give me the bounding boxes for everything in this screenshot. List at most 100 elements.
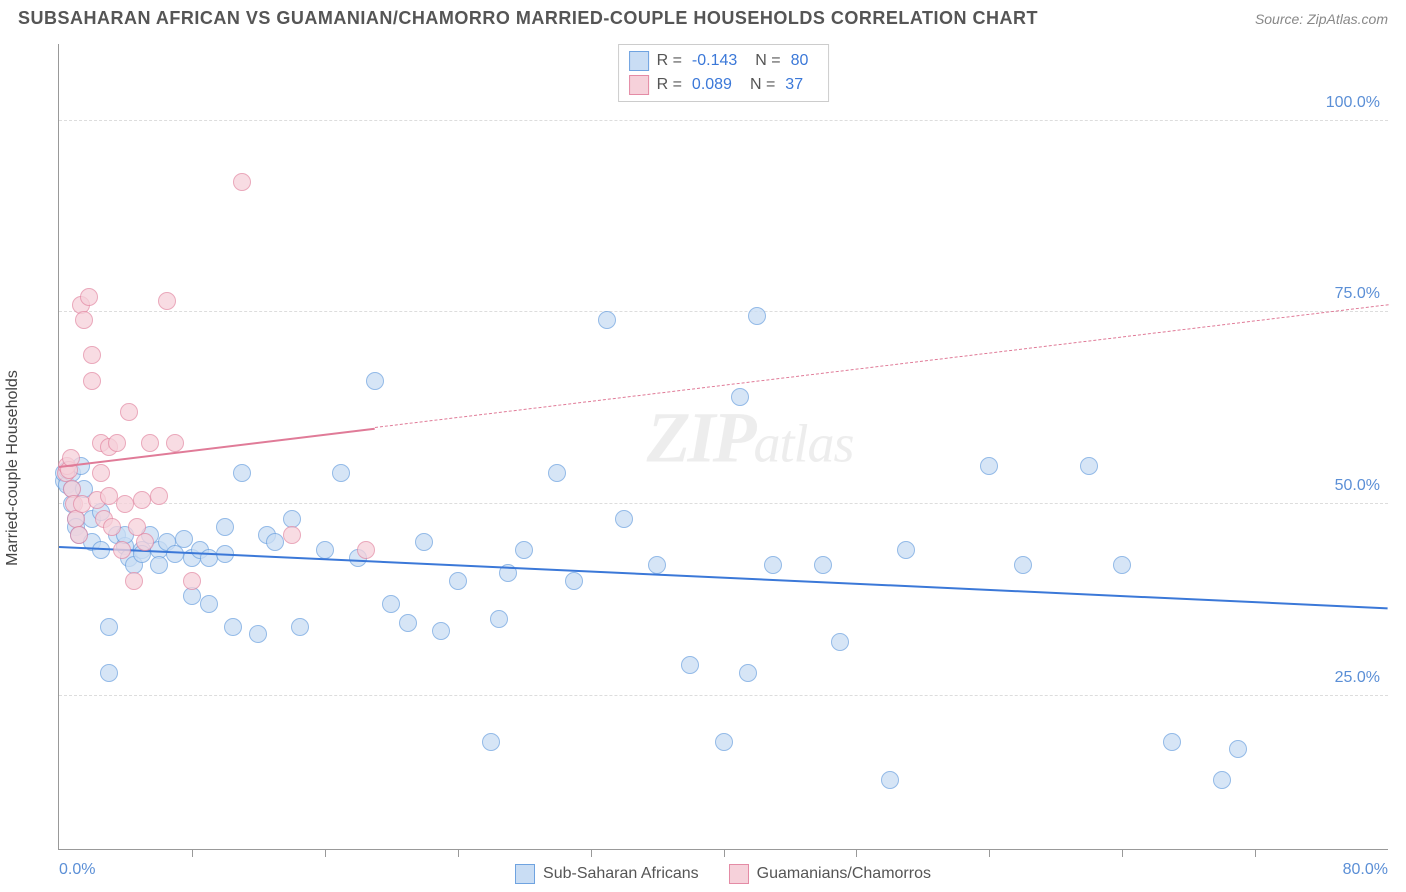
- legend-row: R =0.089N =37: [629, 73, 819, 97]
- watermark: ZIPatlas: [647, 397, 854, 480]
- data-point: [224, 618, 242, 636]
- data-point: [739, 664, 757, 682]
- data-point: [175, 530, 193, 548]
- data-point: [283, 526, 301, 544]
- legend-n-value: 37: [785, 76, 803, 94]
- legend-item: Sub-Saharan Africans: [515, 864, 699, 884]
- data-point: [415, 533, 433, 551]
- data-point: [1080, 457, 1098, 475]
- data-point: [897, 541, 915, 559]
- data-point: [1229, 740, 1247, 758]
- legend-series-name: Guamanians/Chamorros: [757, 865, 931, 883]
- data-point: [648, 556, 666, 574]
- x-tick: [192, 849, 193, 857]
- data-point: [120, 403, 138, 421]
- chart-title: SUBSAHARAN AFRICAN VS GUAMANIAN/CHAMORRO…: [18, 8, 1038, 29]
- data-point: [158, 292, 176, 310]
- data-point: [150, 556, 168, 574]
- data-point: [183, 587, 201, 605]
- data-point: [166, 434, 184, 452]
- data-point: [92, 464, 110, 482]
- data-point: [200, 549, 218, 567]
- data-point: [831, 633, 849, 651]
- data-point: [116, 495, 134, 513]
- data-point: [382, 595, 400, 613]
- trend-line: [59, 546, 1388, 609]
- legend-r-label: R =: [657, 52, 682, 70]
- x-tick: [325, 849, 326, 857]
- data-point: [141, 434, 159, 452]
- data-point: [1014, 556, 1032, 574]
- data-point: [75, 311, 93, 329]
- data-point: [100, 618, 118, 636]
- data-point: [357, 541, 375, 559]
- legend-swatch: [729, 864, 749, 884]
- data-point: [881, 771, 899, 789]
- data-point: [748, 307, 766, 325]
- data-point: [332, 464, 350, 482]
- data-point: [200, 595, 218, 613]
- data-point: [615, 510, 633, 528]
- y-axis-label: Married-couple Households: [4, 370, 22, 566]
- x-tick: [856, 849, 857, 857]
- data-point: [108, 434, 126, 452]
- data-point: [100, 487, 118, 505]
- legend-swatch: [515, 864, 535, 884]
- data-point: [432, 622, 450, 640]
- data-point: [399, 614, 417, 632]
- data-point: [316, 541, 334, 559]
- data-point: [133, 491, 151, 509]
- y-tick-label: 25.0%: [1335, 669, 1380, 687]
- data-point: [1163, 733, 1181, 751]
- legend-n-label: N =: [755, 52, 780, 70]
- source-attribution: Source: ZipAtlas.com: [1255, 11, 1388, 27]
- legend-r-value: -0.143: [692, 52, 737, 70]
- x-tick: [724, 849, 725, 857]
- data-point: [482, 733, 500, 751]
- data-point: [136, 533, 154, 551]
- data-point: [548, 464, 566, 482]
- data-point: [731, 388, 749, 406]
- x-tick: [1122, 849, 1123, 857]
- data-point: [715, 733, 733, 751]
- legend-series-name: Sub-Saharan Africans: [543, 865, 699, 883]
- data-point: [103, 518, 121, 536]
- data-point: [233, 173, 251, 191]
- data-point: [814, 556, 832, 574]
- data-point: [125, 572, 143, 590]
- gridline: [59, 311, 1388, 312]
- data-point: [980, 457, 998, 475]
- data-point: [449, 572, 467, 590]
- data-point: [515, 541, 533, 559]
- legend-swatch: [629, 75, 649, 95]
- y-tick-label: 50.0%: [1335, 477, 1380, 495]
- gridline: [59, 503, 1388, 504]
- data-point: [1213, 771, 1231, 789]
- data-point: [266, 533, 284, 551]
- data-point: [216, 518, 234, 536]
- gridline: [59, 695, 1388, 696]
- data-point: [490, 610, 508, 628]
- data-point: [183, 572, 201, 590]
- x-tick: [989, 849, 990, 857]
- legend-swatch: [629, 51, 649, 71]
- y-tick-label: 100.0%: [1326, 94, 1380, 112]
- data-point: [100, 664, 118, 682]
- data-point: [113, 541, 131, 559]
- legend-n-value: 80: [791, 52, 809, 70]
- x-tick: [458, 849, 459, 857]
- data-point: [83, 346, 101, 364]
- x-tick: [1255, 849, 1256, 857]
- data-point: [150, 487, 168, 505]
- data-point: [166, 545, 184, 563]
- data-point: [70, 526, 88, 544]
- data-point: [681, 656, 699, 674]
- legend-item: Guamanians/Chamorros: [729, 864, 931, 884]
- legend-r-label: R =: [657, 76, 682, 94]
- data-point: [764, 556, 782, 574]
- gridline: [59, 120, 1388, 121]
- data-point: [1113, 556, 1131, 574]
- data-point: [598, 311, 616, 329]
- trend-line-extrapolated: [375, 305, 1388, 429]
- legend-r-value: 0.089: [692, 76, 732, 94]
